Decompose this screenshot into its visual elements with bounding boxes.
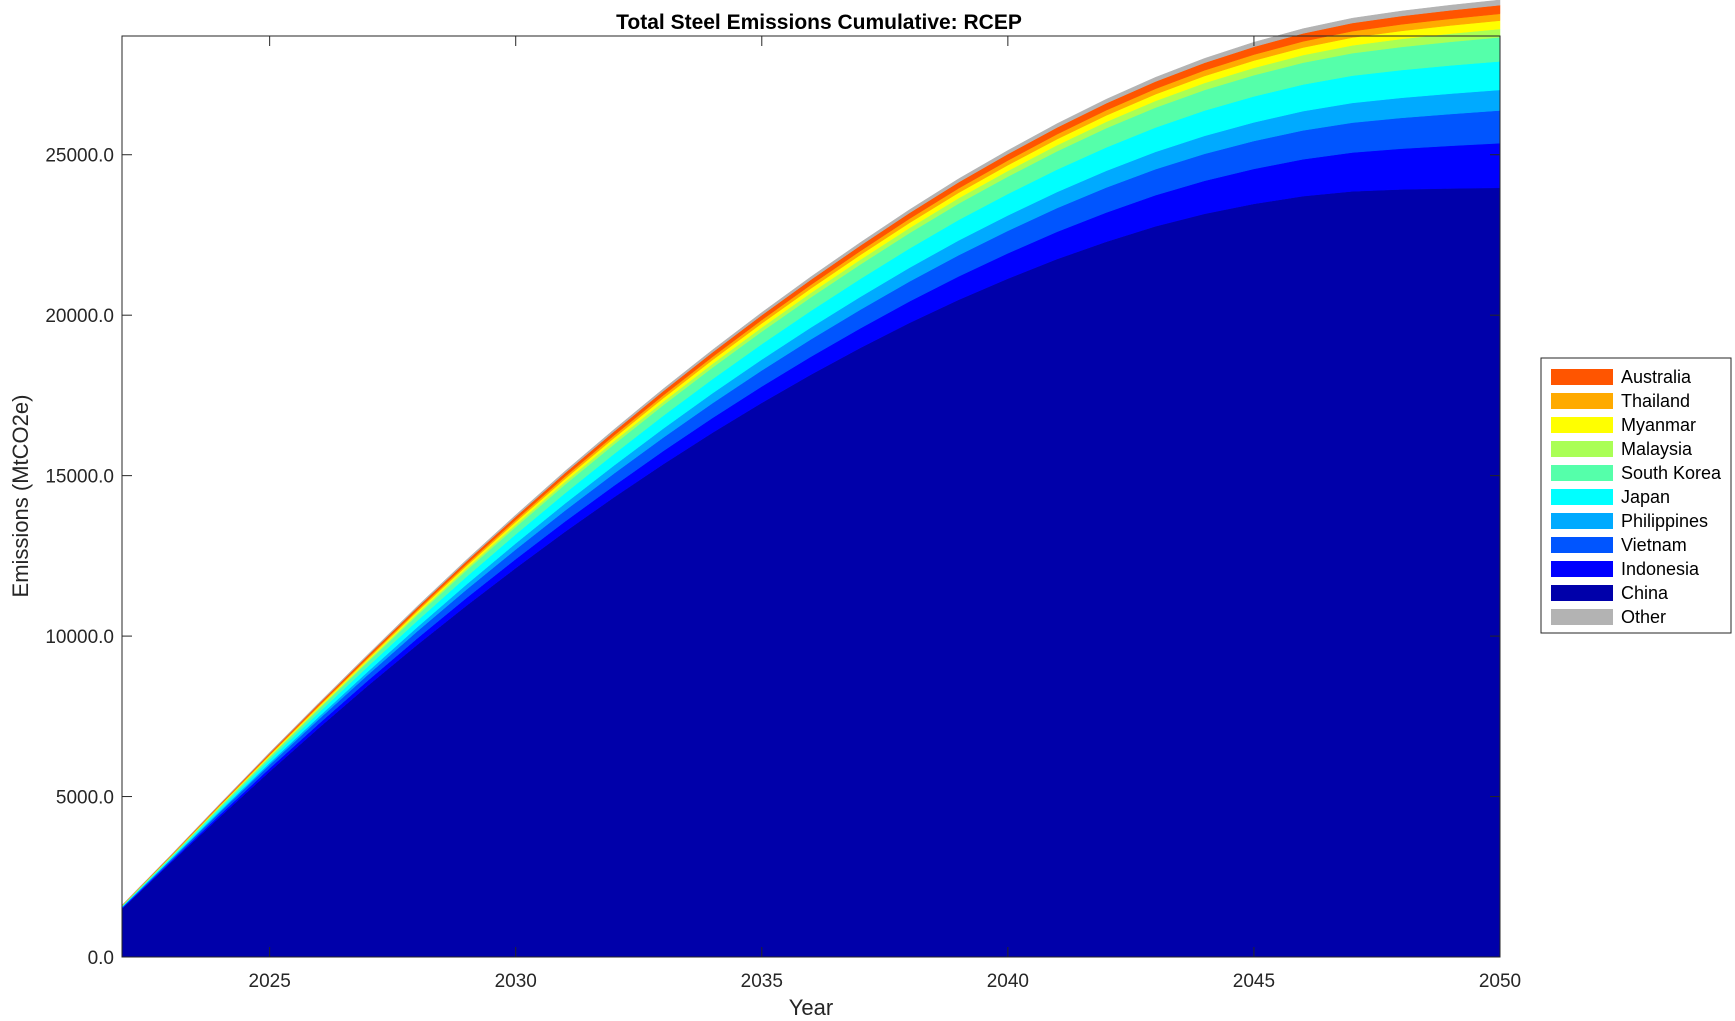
legend: Australia Thailand Myanmar Malaysia South Ko… [1540, 357, 1732, 634]
legend-label-australia: Australia [1621, 367, 1692, 387]
legend-swatch-thailand [1551, 393, 1613, 409]
area-other [121, 0, 1501, 906]
legend-label-vietnam: Vietnam [1621, 535, 1687, 555]
legend-label-malaysia: Malaysia [1621, 439, 1693, 459]
x-tick-label: 2035 [741, 971, 783, 992]
legend-swatch-other [1551, 609, 1613, 625]
x-tick-label: 2030 [495, 971, 537, 992]
legend-swatch-philippines [1551, 513, 1613, 529]
legend-swatch-vietnam [1551, 537, 1613, 553]
y-axis-label: Emissions (MtCO2e) [8, 395, 33, 598]
y-tick-label: 20000.0 [45, 306, 114, 327]
legend-label-philippines: Philippines [1621, 511, 1708, 531]
legend-swatch-indonesia [1551, 561, 1613, 577]
legend-swatch-myanmar [1551, 417, 1613, 433]
y-axis-ticks: 0.0 5000.0 10000.0 15000.0 20000.0 25000.0 [45, 146, 1500, 969]
x-tick-label: 2050 [1479, 971, 1521, 992]
legend-label-south-korea: South Korea [1621, 463, 1722, 483]
legend-label-thailand: Thailand [1621, 391, 1690, 411]
x-tick-label: 2025 [249, 971, 291, 992]
y-tick-label: 5000.0 [56, 788, 114, 809]
y-tick-label: 25000.0 [45, 146, 114, 167]
y-tick-label: 15000.0 [45, 467, 114, 488]
x-tick-label: 2045 [1233, 971, 1275, 992]
chart-title: Total Steel Emissions Cumulative: RCEP [616, 11, 1022, 34]
legend-swatch-china [1551, 585, 1613, 601]
x-tick-label: 2040 [987, 971, 1029, 992]
legend-label-japan: Japan [1621, 487, 1670, 507]
x-axis-ticks: 2025 2030 2035 2040 2045 2050 [249, 36, 1521, 992]
legend-swatch-japan [1551, 489, 1613, 505]
y-tick-label: 0.0 [88, 948, 114, 969]
legend-label-indonesia: Indonesia [1621, 559, 1700, 579]
legend-label-myanmar: Myanmar [1621, 415, 1696, 435]
legend-label-china: China [1621, 583, 1669, 603]
y-tick-label: 10000.0 [45, 627, 114, 648]
legend-swatch-south-korea [1551, 465, 1613, 481]
legend-swatch-malaysia [1551, 441, 1613, 457]
x-axis-label: Year [789, 995, 833, 1020]
plot-frame [121, 35, 1501, 958]
legend-label-other: Other [1621, 607, 1666, 627]
legend-swatch-australia [1551, 369, 1613, 385]
